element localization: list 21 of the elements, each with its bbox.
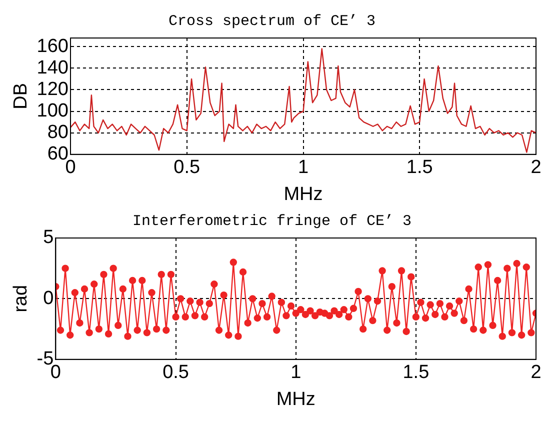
y-tick-label: 5 xyxy=(43,227,54,248)
x-tick-label: 1 xyxy=(298,157,309,178)
chart-title: Interferometric fringe of CE’ 3 xyxy=(132,212,412,230)
y-tick-label: 100 xyxy=(36,100,68,122)
x-tick-label: 2 xyxy=(530,157,542,178)
y-tick-label: 120 xyxy=(36,78,68,100)
y-tick-label: 80 xyxy=(47,122,68,144)
x-tick-label: 1 xyxy=(290,362,302,384)
x-tick-label: 2 xyxy=(530,362,542,384)
y-axis-title: DB xyxy=(10,82,32,110)
y-axis-title: rad xyxy=(10,284,32,312)
y-tick-label: 0 xyxy=(43,288,54,309)
x-tick-label: 1.5 xyxy=(406,157,433,178)
x-axis-title: MHz xyxy=(284,184,323,205)
x-tick-label: 0.5 xyxy=(162,362,189,384)
x-axis-title: MHz xyxy=(276,388,316,410)
y-tick-label: 140 xyxy=(36,57,68,78)
chart-title: Cross spectrum of CE’ 3 xyxy=(168,12,376,30)
y-tick-label: 160 xyxy=(36,36,68,57)
x-tick-label: 1.5 xyxy=(402,362,430,384)
x-tick-label: 0.5 xyxy=(174,157,200,178)
